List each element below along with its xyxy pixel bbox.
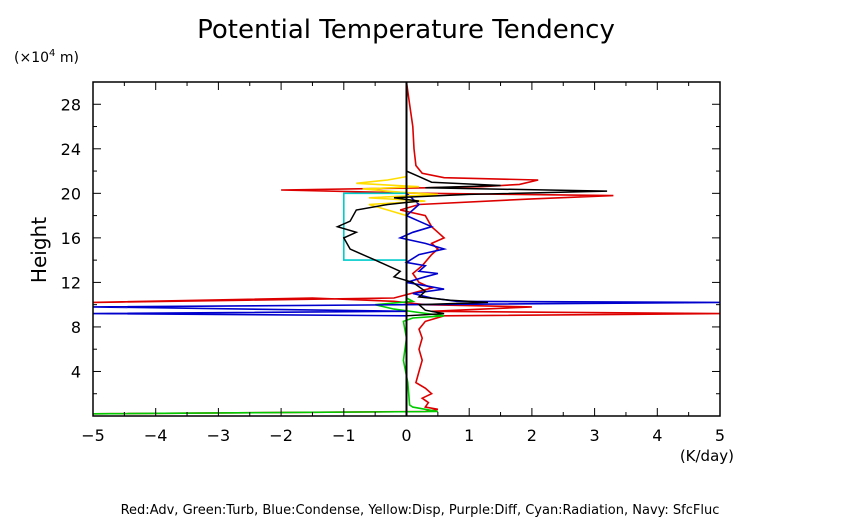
series-line-disp [356,82,438,416]
x-tick-label: −3 [207,426,231,445]
x-tick-label: 5 [715,426,725,445]
y-tick-label: 12 [61,273,81,292]
series-line-turb [92,82,445,415]
x-tick-label: 3 [590,426,600,445]
y-unit-exponent: 4 [49,48,55,59]
y-tick-label: 4 [71,362,81,381]
x-tick-label: 0 [401,426,411,445]
y-tick-label: 8 [71,318,81,337]
x-tick-label: −1 [332,426,356,445]
y-axis-label: Height [27,217,51,283]
y-tick-label: 24 [61,140,81,159]
x-tick-label: −4 [144,426,168,445]
series-line-net [335,82,608,416]
y-tick-label: 28 [61,95,81,114]
y-unit-prefix: (×10 [14,50,49,66]
x-axis-label: (K/day) [680,447,734,465]
x-tick-label: −2 [269,426,293,445]
y-tick-label: 20 [61,184,81,203]
x-tick-label: 2 [527,426,537,445]
y-tick-label: 16 [61,229,81,248]
x-tick-label: −5 [81,426,105,445]
chart-title: Potential Temperature Tendency [197,15,615,45]
legend: Red:Adv, Green:Turb, Blue:Condense, Yell… [121,503,720,518]
series-line-condense [92,82,721,416]
x-tick-label: 1 [464,426,474,445]
y-unit-suffix: m) [55,50,79,66]
series-line-radiation [343,82,408,416]
x-tick-label: 4 [652,426,662,445]
y-unit-label: (×104 m) [14,48,79,66]
